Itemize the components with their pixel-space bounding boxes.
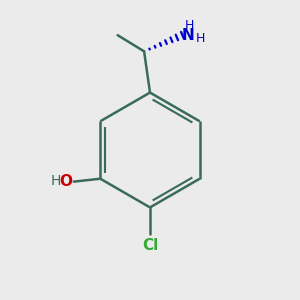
Text: O: O xyxy=(59,174,72,189)
Text: H: H xyxy=(196,32,205,45)
Text: Cl: Cl xyxy=(142,238,158,253)
Text: N: N xyxy=(182,28,195,43)
Text: H: H xyxy=(50,174,61,188)
Text: H: H xyxy=(185,19,194,32)
